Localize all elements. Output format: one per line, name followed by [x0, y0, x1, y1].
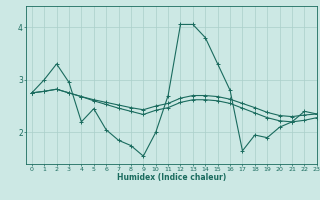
X-axis label: Humidex (Indice chaleur): Humidex (Indice chaleur) — [116, 173, 226, 182]
